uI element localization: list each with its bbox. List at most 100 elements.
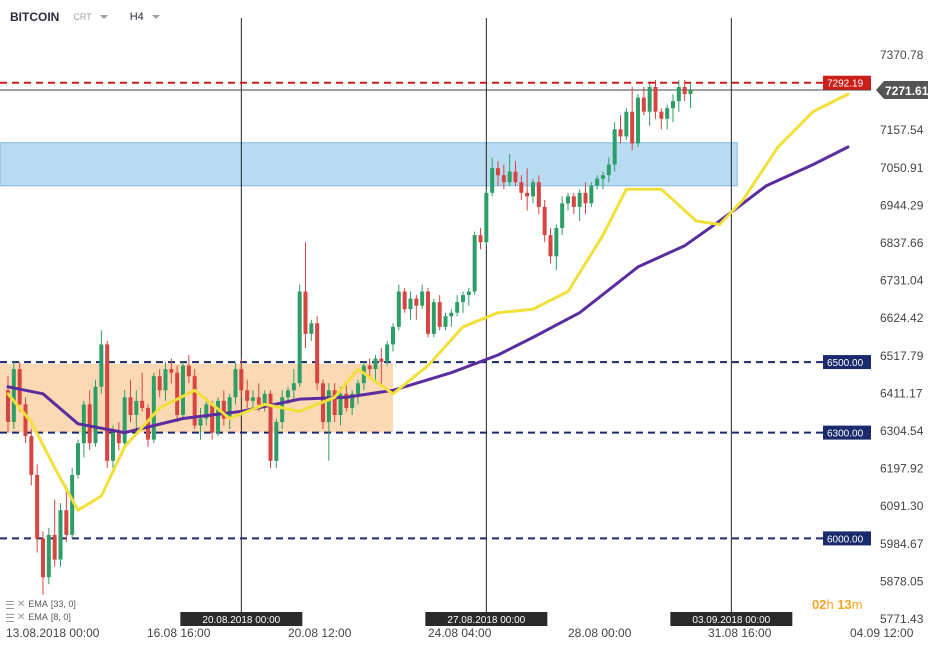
candle-body[interactable] <box>245 390 250 401</box>
menu-icon[interactable] <box>6 600 14 609</box>
candle-body[interactable] <box>41 538 45 578</box>
candle-body[interactable] <box>665 108 670 119</box>
candle-body[interactable] <box>239 369 244 391</box>
candle-body[interactable] <box>122 397 127 444</box>
candle-body[interactable] <box>140 400 145 408</box>
candle-body[interactable] <box>496 168 500 176</box>
candle-body[interactable] <box>449 312 454 317</box>
candle-body[interactable] <box>64 510 69 535</box>
candle-body[interactable] <box>216 400 220 433</box>
candle-body[interactable] <box>566 196 570 204</box>
candle-body[interactable] <box>227 397 232 419</box>
candle-body[interactable] <box>385 344 390 363</box>
candle-body[interactable] <box>303 291 308 334</box>
candle-body[interactable] <box>70 474 75 535</box>
candle-body[interactable] <box>332 390 337 415</box>
candle-body[interactable] <box>6 390 10 423</box>
candle-body[interactable] <box>402 291 407 310</box>
candle-body[interactable] <box>519 182 524 193</box>
candle-body[interactable] <box>52 534 57 560</box>
candle-body[interactable] <box>612 129 617 165</box>
candle-body[interactable] <box>35 474 40 539</box>
candle-body[interactable] <box>379 358 384 363</box>
candle-body[interactable] <box>286 390 290 398</box>
candle-body[interactable] <box>233 369 238 398</box>
candle-body[interactable] <box>560 203 565 229</box>
candle-body[interactable] <box>157 376 162 391</box>
candle-body[interactable] <box>490 168 495 193</box>
candle-body[interactable] <box>291 383 296 391</box>
candle-body[interactable] <box>408 298 413 310</box>
candle-body[interactable] <box>443 316 448 327</box>
candle-body[interactable] <box>636 97 640 144</box>
candle-body[interactable] <box>577 192 582 207</box>
candle-body[interactable] <box>676 87 681 102</box>
candle-body[interactable] <box>688 89 693 95</box>
candle-body[interactable] <box>344 393 349 408</box>
candle-body[interactable] <box>630 111 635 144</box>
candle-body[interactable] <box>116 432 121 444</box>
candle-body[interactable] <box>461 295 465 303</box>
candle-body[interactable] <box>356 383 360 394</box>
candle-body[interactable] <box>134 400 139 415</box>
candle-body[interactable] <box>478 235 483 243</box>
candle-body[interactable] <box>426 291 430 334</box>
candle-body[interactable] <box>653 87 658 112</box>
candle-body[interactable] <box>326 390 331 423</box>
candle-body[interactable] <box>309 323 314 334</box>
candle-body[interactable] <box>151 376 156 440</box>
candle-body[interactable] <box>513 171 518 183</box>
candle-body[interactable] <box>671 101 675 109</box>
candle-body[interactable] <box>595 178 600 186</box>
candle-body[interactable] <box>414 298 419 306</box>
candle-body[interactable] <box>682 87 687 95</box>
candle-body[interactable] <box>210 404 215 433</box>
candle-body[interactable] <box>23 404 28 437</box>
indicator-ema-8[interactable]: ✕ EMA [8, 0] <box>6 611 76 624</box>
candle-body[interactable] <box>99 344 104 387</box>
candle-body[interactable] <box>431 302 436 334</box>
candle-body[interactable] <box>536 182 541 207</box>
candle-body[interactable] <box>641 97 646 112</box>
candle-body[interactable] <box>659 111 664 119</box>
candle-body[interactable] <box>87 404 92 444</box>
candle-body[interactable] <box>268 393 273 461</box>
close-icon[interactable]: ✕ <box>17 599 26 610</box>
chart-type-selector[interactable]: CRT <box>73 12 92 22</box>
candle-body[interactable] <box>221 400 226 419</box>
candle-body[interactable] <box>262 393 267 405</box>
candle-body[interactable] <box>507 171 512 183</box>
candle-body[interactable] <box>338 393 343 415</box>
candle-body[interactable] <box>531 182 535 197</box>
candle-body[interactable] <box>484 192 489 243</box>
candle-body[interactable] <box>601 175 605 179</box>
candle-body[interactable] <box>146 407 150 440</box>
candle-body[interactable] <box>583 192 588 204</box>
candle-body[interactable] <box>350 393 355 408</box>
chevron-down-icon[interactable] <box>151 15 160 19</box>
candle-body[interactable] <box>186 365 191 377</box>
candle-body[interactable] <box>105 344 110 461</box>
indicator-ema-33[interactable]: ✕ EMA [33, 0] <box>6 598 76 611</box>
candle-body[interactable] <box>396 291 401 327</box>
candle-body[interactable] <box>466 291 471 296</box>
candle-body[interactable] <box>280 397 285 423</box>
candle-body[interactable] <box>297 291 302 384</box>
candle-body[interactable] <box>315 323 320 384</box>
candle-body[interactable] <box>128 397 133 415</box>
candle-body[interactable] <box>548 235 553 257</box>
candle-body[interactable] <box>251 397 255 401</box>
candle-body[interactable] <box>11 369 16 423</box>
candle-body[interactable] <box>589 185 594 204</box>
candle-body[interactable] <box>367 365 372 370</box>
candle-body[interactable] <box>274 422 279 461</box>
timeframe-selector[interactable]: H4 <box>129 11 144 23</box>
candle-body[interactable] <box>163 369 168 391</box>
candle-body[interactable] <box>198 418 203 426</box>
candle-body[interactable] <box>542 206 547 236</box>
symbol-label[interactable]: BITCOIN <box>10 10 60 24</box>
candle-body[interactable] <box>455 302 460 313</box>
candle-body[interactable] <box>501 175 506 183</box>
candle-body[interactable] <box>181 365 185 415</box>
